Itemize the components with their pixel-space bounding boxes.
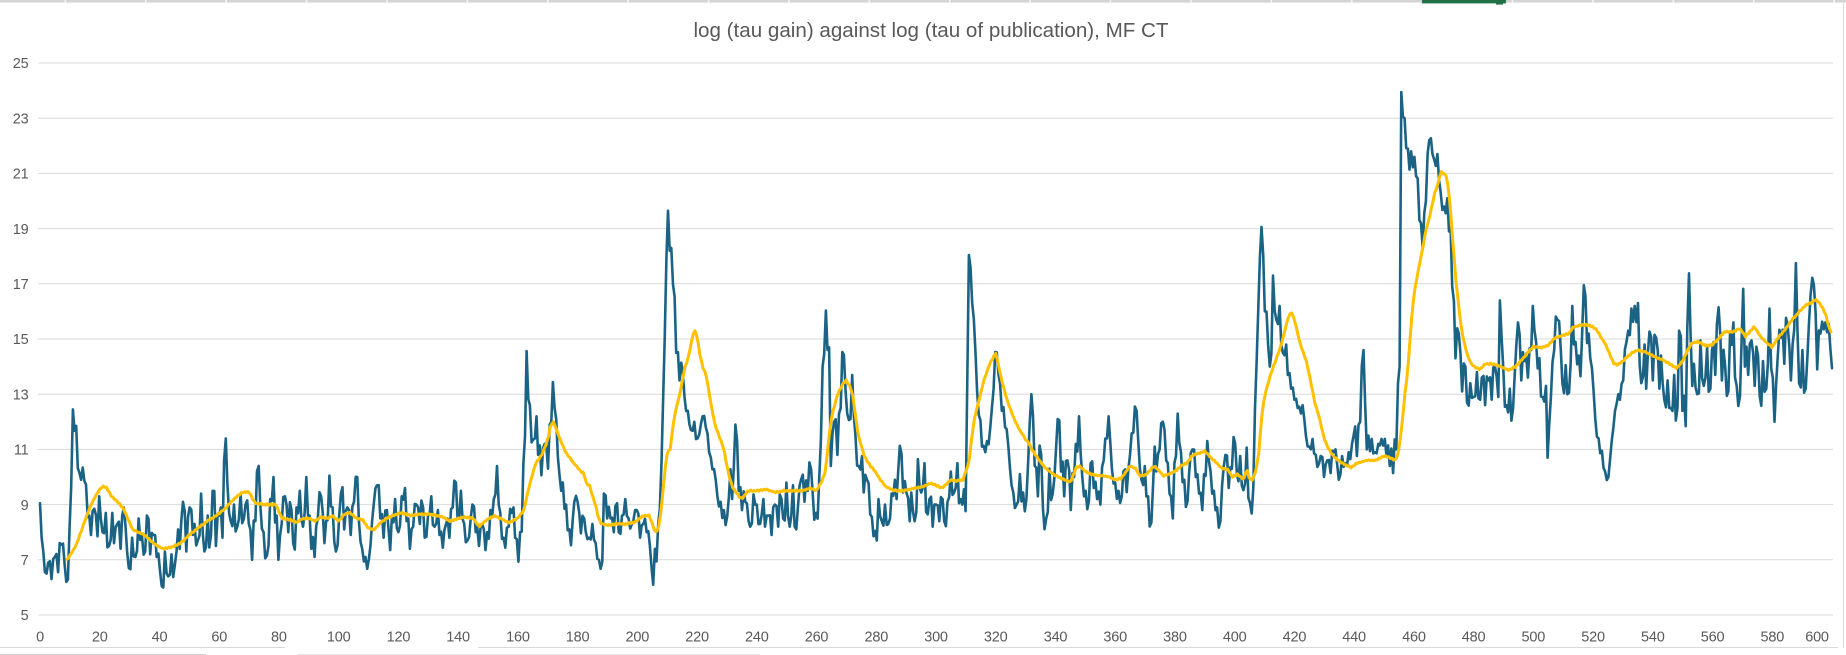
svg-text:500: 500: [1522, 630, 1546, 646]
svg-text:440: 440: [1342, 630, 1366, 646]
svg-text:21: 21: [13, 167, 29, 183]
svg-text:9: 9: [21, 498, 29, 514]
svg-text:200: 200: [626, 630, 650, 646]
svg-text:220: 220: [685, 630, 709, 646]
svg-text:380: 380: [1163, 630, 1187, 646]
svg-text:25: 25: [13, 56, 29, 72]
svg-text:17: 17: [13, 277, 29, 293]
svg-text:240: 240: [745, 630, 769, 646]
svg-text:0: 0: [36, 630, 44, 646]
svg-text:480: 480: [1462, 630, 1486, 646]
svg-text:600: 600: [1805, 630, 1829, 646]
svg-text:120: 120: [387, 630, 411, 646]
svg-text:20: 20: [92, 630, 108, 646]
svg-text:11: 11: [14, 443, 29, 459]
svg-text:520: 520: [1581, 630, 1605, 646]
svg-text:log (tau gain) against log (ta: log (tau gain) against log (tau of publi…: [693, 19, 1168, 42]
svg-text:13: 13: [13, 387, 29, 403]
svg-text:420: 420: [1283, 630, 1307, 646]
svg-text:280: 280: [865, 630, 889, 646]
svg-text:340: 340: [1044, 630, 1068, 646]
svg-text:580: 580: [1761, 630, 1785, 646]
svg-text:19: 19: [13, 222, 29, 238]
svg-text:360: 360: [1103, 630, 1127, 646]
svg-text:400: 400: [1223, 630, 1247, 646]
svg-text:100: 100: [327, 630, 351, 646]
svg-text:540: 540: [1641, 630, 1665, 646]
svg-text:23: 23: [13, 111, 29, 127]
svg-text:180: 180: [566, 630, 590, 646]
svg-text:300: 300: [924, 630, 948, 646]
svg-text:7: 7: [21, 553, 29, 569]
svg-text:80: 80: [271, 630, 287, 646]
svg-text:160: 160: [506, 630, 530, 646]
svg-text:560: 560: [1701, 630, 1725, 646]
svg-text:15: 15: [13, 332, 29, 348]
svg-text:260: 260: [805, 630, 829, 646]
svg-text:40: 40: [152, 630, 168, 646]
svg-text:320: 320: [984, 630, 1008, 646]
svg-text:60: 60: [211, 630, 227, 646]
svg-text:5: 5: [21, 608, 29, 624]
svg-text:460: 460: [1402, 630, 1426, 646]
svg-text:140: 140: [446, 630, 470, 646]
